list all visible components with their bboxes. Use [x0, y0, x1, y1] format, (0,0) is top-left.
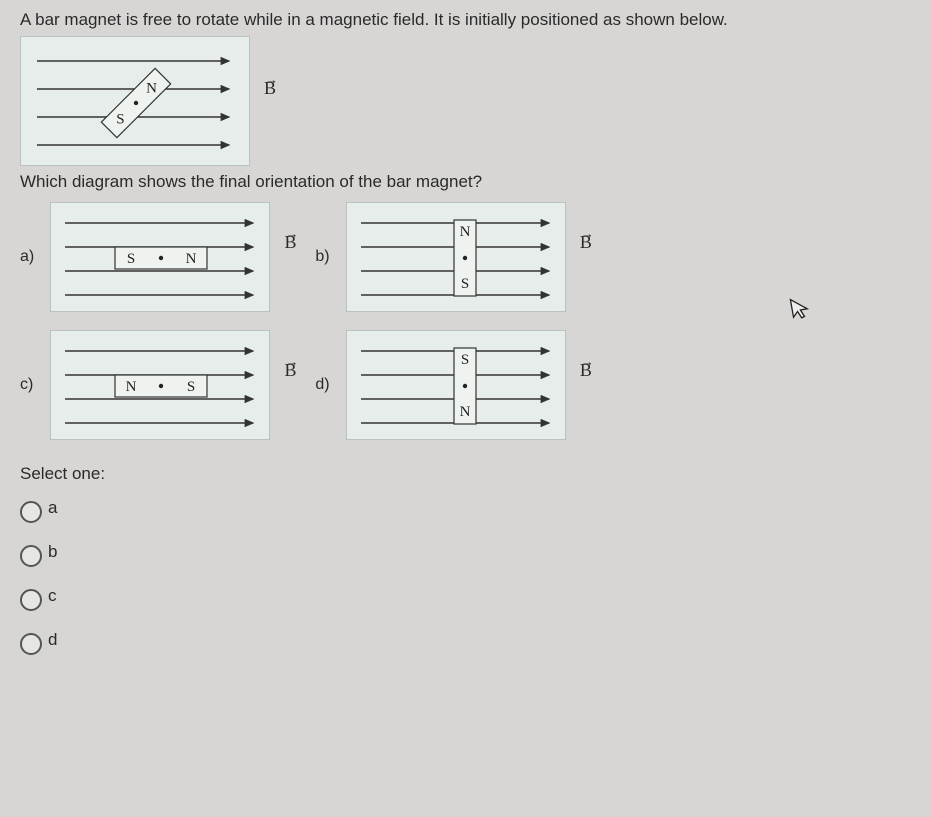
option-a-diagram: S N	[50, 202, 270, 312]
radio-c[interactable]	[20, 589, 42, 611]
svg-text:N: N	[459, 404, 470, 420]
radio-a[interactable]	[20, 501, 42, 523]
svg-text:S: S	[461, 352, 469, 368]
svg-text:N: N	[186, 251, 197, 267]
b-vector-label-b: → B	[580, 232, 592, 253]
question-sub: Which diagram shows the final orientatio…	[20, 172, 911, 192]
cursor-icon	[788, 294, 812, 321]
radio-label-b: b	[48, 542, 57, 562]
b-vector-label-d: → B	[580, 360, 592, 381]
radio-label-d: d	[48, 630, 57, 650]
radio-label-c: c	[48, 586, 57, 606]
b-vector-label-c: → B	[284, 360, 296, 381]
svg-text:S: S	[187, 379, 195, 395]
question-intro: A bar magnet is free to rotate while in …	[20, 10, 911, 30]
option-label-b: b)	[315, 248, 337, 266]
option-a-svg: S N	[59, 209, 263, 307]
option-d-svg: S N	[355, 337, 559, 435]
option-d-diagram: S N	[346, 330, 566, 440]
option-b-svg: N S	[355, 209, 559, 307]
option-label-a: a)	[20, 248, 42, 266]
select-one-prompt: Select one:	[20, 464, 911, 484]
answer-option-b[interactable]: b	[20, 542, 911, 570]
svg-text:S: S	[116, 112, 124, 128]
svg-text:N: N	[459, 224, 470, 240]
radio-label-a: a	[48, 498, 57, 518]
svg-text:S: S	[127, 251, 135, 267]
option-b-diagram: N S	[346, 202, 566, 312]
answer-option-a[interactable]: a	[20, 498, 911, 526]
answer-option-d[interactable]: d	[20, 630, 911, 658]
initial-diagram: N S	[20, 36, 250, 166]
svg-text:N: N	[126, 379, 137, 395]
answer-option-c[interactable]: c	[20, 586, 911, 614]
initial-diagram-svg: N S	[29, 43, 243, 161]
options-grid: a) S N → B	[20, 202, 911, 440]
option-label-d: d)	[315, 376, 337, 394]
option-c-svg: N S	[59, 337, 263, 435]
initial-diagram-wrap: N S → B	[20, 36, 250, 166]
b-vector-label-initial: → B	[264, 78, 276, 99]
svg-text:S: S	[461, 276, 469, 292]
svg-text:N: N	[146, 80, 157, 96]
b-vector-label-a: → B	[284, 232, 296, 253]
option-label-c: c)	[20, 376, 42, 394]
option-c-diagram: N S	[50, 330, 270, 440]
radio-d[interactable]	[20, 633, 42, 655]
radio-b[interactable]	[20, 545, 42, 567]
